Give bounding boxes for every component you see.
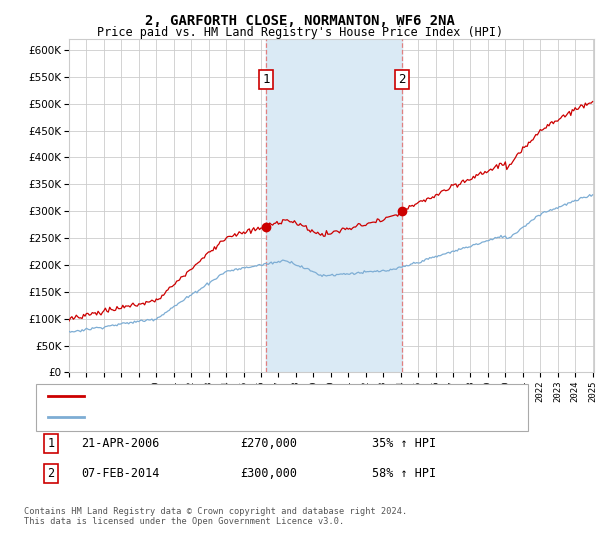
Text: 2: 2 xyxy=(47,466,55,480)
Text: 07-FEB-2014: 07-FEB-2014 xyxy=(81,466,160,480)
Text: 2, GARFORTH CLOSE, NORMANTON, WF6 2NA: 2, GARFORTH CLOSE, NORMANTON, WF6 2NA xyxy=(145,14,455,28)
Bar xyxy=(266,39,402,372)
Text: 2, GARFORTH CLOSE, NORMANTON, WF6 2NA (detached house): 2, GARFORTH CLOSE, NORMANTON, WF6 2NA (d… xyxy=(93,391,431,401)
Text: 58% ↑ HPI: 58% ↑ HPI xyxy=(372,466,436,480)
Text: 1: 1 xyxy=(47,437,55,450)
Text: 21-APR-2006: 21-APR-2006 xyxy=(81,437,160,450)
Text: HPI: Average price, detached house, Wakefield: HPI: Average price, detached house, Wake… xyxy=(93,412,374,422)
Text: 1: 1 xyxy=(262,73,270,86)
Text: £270,000: £270,000 xyxy=(240,437,297,450)
Text: 2: 2 xyxy=(398,73,406,86)
Text: Price paid vs. HM Land Registry's House Price Index (HPI): Price paid vs. HM Land Registry's House … xyxy=(97,26,503,39)
Text: Contains HM Land Registry data © Crown copyright and database right 2024.
This d: Contains HM Land Registry data © Crown c… xyxy=(24,507,407,526)
Text: £300,000: £300,000 xyxy=(240,466,297,480)
Text: 35% ↑ HPI: 35% ↑ HPI xyxy=(372,437,436,450)
